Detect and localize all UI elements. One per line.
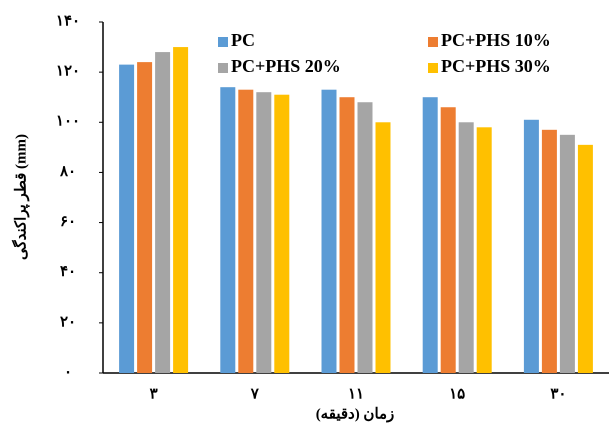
bar (458, 122, 474, 374)
x-tick-label: ۳ (150, 386, 158, 402)
bar (541, 129, 557, 373)
x-tick-label: ۱۱ (348, 386, 364, 402)
x-tick-label: ۷ (250, 386, 260, 402)
bar (321, 89, 337, 373)
y-tick-label: ۱۲۰ (56, 64, 80, 80)
legend-label: PC+PHS 20% (231, 56, 341, 76)
bar (577, 144, 593, 373)
bar (220, 87, 236, 373)
x-axis-label: زمان (دقیقه) (316, 406, 395, 422)
y-tick-label: ۶۰ (60, 214, 76, 230)
bar (375, 122, 391, 374)
y-tick-label: ۲۰ (60, 314, 76, 330)
legend-swatch (218, 37, 228, 47)
bar (440, 107, 456, 373)
legend-label: PC (231, 30, 255, 50)
bar (173, 47, 189, 373)
y-tick-label: ۱۰۰ (56, 114, 80, 130)
bar (256, 92, 272, 373)
y-tick-label: ۰ (64, 364, 72, 380)
bar (137, 62, 153, 373)
bar (119, 64, 135, 373)
bar (155, 52, 171, 373)
bar (422, 97, 438, 373)
bar (559, 134, 575, 373)
bar (274, 94, 290, 373)
bar (476, 127, 492, 373)
bar (357, 102, 373, 373)
legend-label: PC+PHS 30% (441, 56, 551, 76)
bar (339, 97, 355, 373)
y-tick-label: ۸۰ (59, 164, 76, 180)
y-axis-label: قطر پراکندگی (mm) (11, 134, 30, 260)
bar (523, 119, 539, 374)
legend-swatch (218, 63, 228, 73)
bar (238, 89, 254, 373)
x-tick-label: ۱۵ (449, 386, 465, 402)
legend-swatch (428, 37, 438, 47)
y-tick-label: ۴۰ (60, 264, 76, 280)
x-tick-label: ۳۰ (550, 386, 566, 402)
legend-swatch (428, 63, 438, 73)
y-tick-label: ۱۴۰ (56, 13, 80, 29)
legend-label: PC+PHS 10% (441, 30, 551, 50)
